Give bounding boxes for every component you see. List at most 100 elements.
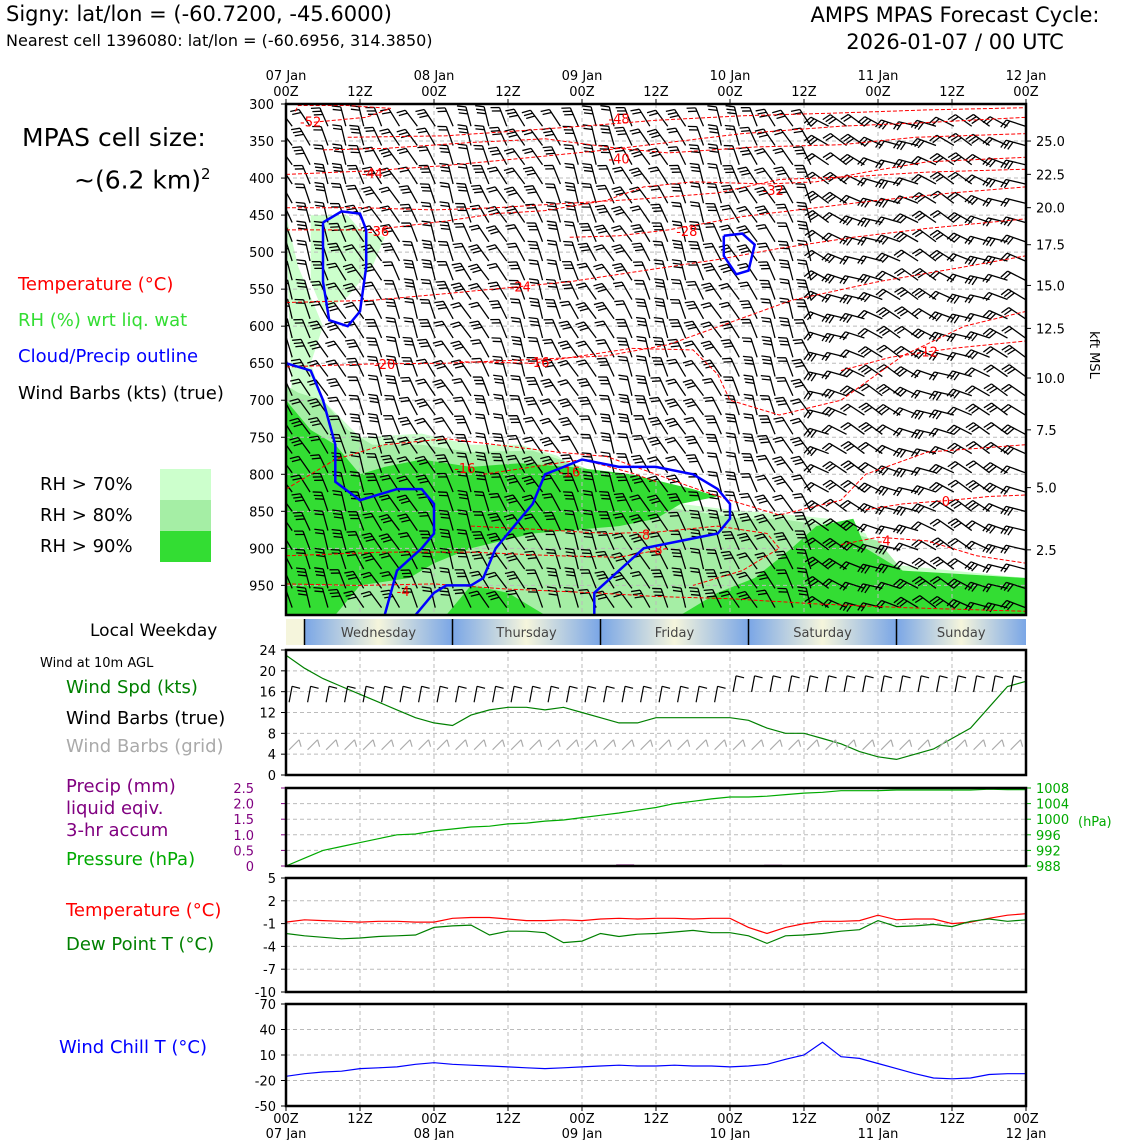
wind-barb-flag [982,523,990,532]
wind-barb-flag [328,588,338,591]
wind-barb [600,471,615,493]
wind-barb-flag [508,438,518,441]
wind-barb [720,339,740,358]
wind-barb-flag [860,138,868,146]
wind-barb-flag [772,147,782,152]
wind-barb-flag [295,278,305,281]
wind-barb-flag [421,552,431,555]
wind-barb-flag [470,285,480,290]
wind-barb-flag [964,235,971,244]
temperature-contour [286,218,1026,303]
wind-barb-flag [690,224,700,227]
wind-barb [946,332,972,343]
wind-barb-flag [311,346,321,350]
wind-barb [382,261,401,281]
wind-barb-flag [457,509,467,512]
wind-barb-flag [654,262,664,266]
wind-barb-flag [578,265,588,269]
wind-barb-flag [1000,179,1007,188]
wind-barb-flag [440,570,450,574]
wind-barb-flag [756,536,766,540]
wind-barb-flag [893,249,902,256]
wind-barb [857,217,883,228]
wind-barb-flag [613,492,623,496]
wind-barb-flag [932,251,941,259]
wind-barb-flag [953,137,962,144]
temperature-contour [569,186,1026,238]
wind-barb-flag [720,304,731,309]
wind-barb [875,159,901,169]
wind-barb-flag [386,378,396,381]
wind-barb [362,281,383,300]
wind-barb-flag [344,204,354,208]
wind-barb [559,300,579,320]
wind-barb-flag [744,416,754,420]
wind-barb-flag [333,512,343,516]
wind-barb-flag [779,278,789,281]
wind-barb-flag [797,220,807,223]
wind-barb [683,320,705,339]
wind-barb [982,273,1008,283]
wind-barb-flag [798,593,808,596]
wind-barb [725,413,740,435]
wind-barb [295,278,311,300]
wind-barb-flag [946,599,954,607]
wind-barb [928,463,955,475]
temperature-contour-label: -20 [374,358,395,373]
wind-barb-flag [882,180,889,189]
wind-barb-flag [651,553,661,557]
wind-barb [314,528,329,550]
wind-barb-flag [899,449,907,458]
wind-barb-flag [593,301,603,306]
wind-barb-flag [1007,507,1014,516]
wind-barb-flag [664,417,674,422]
wind-barb [576,262,597,281]
wind-barb-flag [779,340,789,343]
wind-barb-flag [780,300,790,304]
wind-barb-flag [289,417,299,422]
wind-barb-flag [613,574,623,579]
wind-barb-flag [292,130,302,134]
wind-barb [822,191,847,204]
wind-barb-flag [700,340,710,345]
wind-barb-flag [722,342,732,345]
wind-barb-flag [594,320,604,324]
wind-barb-flag [896,598,905,606]
wind-barb-flag [778,557,788,560]
wind-barb-flag [917,214,926,221]
wind-barb-flag [468,282,478,287]
wind-barb-flag [708,108,718,111]
wind-barb-flag [839,294,846,303]
wind-barb-flag [476,435,486,439]
wind-barb-flag [792,458,802,463]
wind-barb-flag [472,553,482,557]
wind-barb-flag [650,535,660,538]
wind-barb-flag [792,493,802,496]
wind-barb [650,203,669,223]
wind-barb-flag [793,477,803,481]
wind-barb-flag [821,232,829,240]
wind-barb [875,525,901,535]
wind-barb-flag [896,327,906,335]
wind-barb-flag [738,574,748,579]
wind-barb-flag [649,439,659,443]
wind-barb-flag [839,385,848,393]
wind-barb-flag [879,327,888,334]
wind-barb [635,374,651,396]
wind-barb-flag [878,140,885,149]
wind-barb [929,556,955,570]
wind-barb-flag [860,256,867,265]
wind-barb-flag [276,208,285,209]
wind-barb [540,378,561,397]
wind-barb-flag [778,336,788,339]
wind-barb [650,376,669,397]
wind-barb [415,108,436,127]
wind-barb [760,298,776,319]
wind-barb [893,578,919,589]
wind-barb-flag [385,316,395,320]
wind-barb-flag [508,576,518,581]
wind-barb-flag [557,379,567,383]
wind-barb-flag [686,303,696,307]
wind-barb-flag [505,223,515,227]
wind-barb-flag [723,534,733,537]
